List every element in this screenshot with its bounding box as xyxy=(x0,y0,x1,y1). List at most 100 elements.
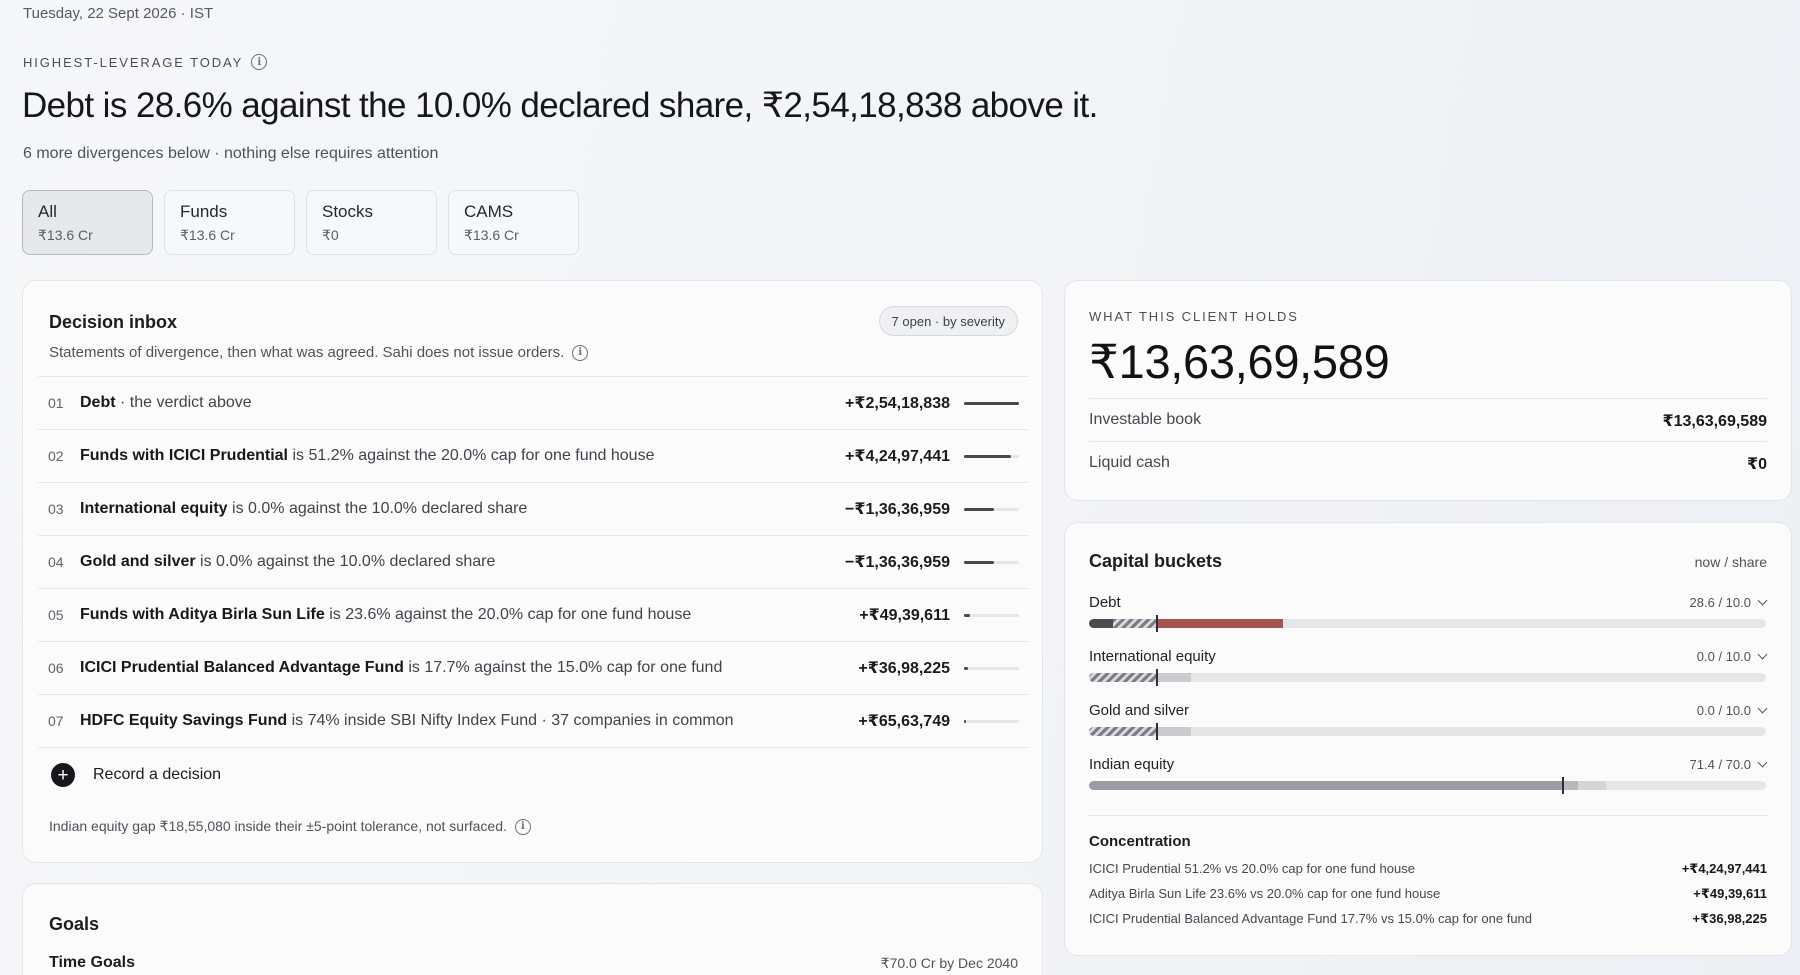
divergence-row[interactable]: 02 Funds with ICICI Prudential is 51.2% a… xyxy=(38,430,1029,483)
bucket-row[interactable]: Gold and silver 0.0 / 10.0 xyxy=(1089,702,1768,742)
filter-tab-value: ₹13.6 Cr xyxy=(464,227,519,243)
filter-tab-stocks[interactable]: Stocks ₹0 xyxy=(306,190,437,255)
bucket-bar xyxy=(1089,673,1766,682)
investable-book-row: Investable book ₹13,63,69,589 xyxy=(1089,398,1767,431)
bucket-bar-segment xyxy=(1113,619,1157,628)
footnote-text: Indian equity gap ₹18,55,080 inside thei… xyxy=(49,818,507,834)
bucket-row[interactable]: Debt 28.6 / 10.0 xyxy=(1089,594,1768,634)
bucket-ratio: 71.4 / 70.0 xyxy=(1689,757,1768,772)
divergence-row[interactable]: 06 ICICI Prudential Balanced Advantage Fu… xyxy=(38,642,1029,695)
row-subject: Gold and silver xyxy=(80,553,196,570)
eyebrow-label: HIGHEST-LEVERAGE TODAY i xyxy=(23,54,268,70)
row-subject: International equity xyxy=(80,500,228,517)
bucket-bar-segment xyxy=(1562,781,1579,790)
row-number: 04 xyxy=(48,554,64,570)
concentration-label: ICICI Prudential Balanced Advantage Fund… xyxy=(1089,911,1533,926)
chevron-down-icon[interactable] xyxy=(1757,649,1768,660)
bucket-row[interactable]: International equity 0.0 / 10.0 xyxy=(1089,648,1768,688)
inbox-subtitle-text: Statements of divergence, then what was … xyxy=(49,344,565,361)
severity-bar xyxy=(964,613,1019,617)
filter-tab-label: Funds xyxy=(180,202,228,221)
severity-bar xyxy=(964,401,1019,405)
bucket-ratio: 0.0 / 10.0 xyxy=(1697,703,1768,718)
row-subject: Debt xyxy=(80,394,116,411)
severity-bar-fill xyxy=(964,666,969,670)
holdings-eyebrow: WHAT THIS CLIENT HOLDS xyxy=(1089,309,1299,324)
info-icon[interactable]: i xyxy=(251,54,268,70)
severity-bar-fill xyxy=(964,560,995,564)
buckets-title: Capital buckets xyxy=(1089,551,1223,571)
row-detail: is 23.6% against the 20.0% cap for one f… xyxy=(324,606,692,623)
chevron-down-icon[interactable] xyxy=(1757,757,1768,768)
row-number: 03 xyxy=(48,501,64,517)
row-subject: Funds with Aditya Birla Sun Life xyxy=(80,606,325,623)
bucket-bar-segment xyxy=(1089,781,1563,790)
divergence-list: 01 Debt · the verdict above +₹2,54,18,838 0… xyxy=(38,376,1029,748)
bucket-ratio-text: 71.4 / 70.0 xyxy=(1689,757,1751,772)
filter-tab-label: All xyxy=(38,202,57,221)
bucket-bar-segment xyxy=(1089,727,1157,736)
page-headline: Debt is 28.6% against the 10.0% declared… xyxy=(22,86,1098,125)
bucket-bar-segment xyxy=(1089,673,1157,682)
row-amount: +₹65,63,749 xyxy=(858,713,950,730)
bucket-bar-segment xyxy=(1156,727,1191,736)
liquid-cash-row: Liquid cash ₹0 xyxy=(1089,441,1767,474)
severity-bar-fill xyxy=(964,719,966,723)
row-detail: is 51.2% against the 20.0% cap for one f… xyxy=(288,447,655,464)
chevron-down-icon[interactable] xyxy=(1757,703,1768,714)
time-goals-label[interactable]: Time Goals xyxy=(49,954,135,971)
bucket-ratio-text: 28.6 / 10.0 xyxy=(1689,595,1751,610)
investable-book-value: ₹13,63,69,589 xyxy=(1662,413,1767,430)
divergence-row[interactable]: 01 Debt · the verdict above +₹2,54,18,838 xyxy=(38,377,1029,430)
plus-icon: + xyxy=(51,763,75,787)
bucket-name: Gold and silver xyxy=(1089,702,1190,719)
bucket-name: Debt xyxy=(1089,594,1121,611)
row-subject: ICICI Prudential Balanced Advantage Fund xyxy=(80,659,404,676)
declared-share-marker xyxy=(1155,669,1158,686)
row-number: 07 xyxy=(48,713,64,729)
info-icon[interactable]: i xyxy=(572,344,589,361)
severity-bar-fill xyxy=(964,613,970,617)
severity-bar-fill xyxy=(964,401,1019,405)
filter-tab-all[interactable]: All ₹13.6 Cr xyxy=(22,190,153,255)
record-decision-button[interactable]: + Record a decision xyxy=(51,763,221,787)
filter-tab-value: ₹0 xyxy=(322,227,339,243)
concentration-row: ICICI Prudential 51.2% vs 20.0% cap for … xyxy=(1089,861,1767,877)
row-number: 06 xyxy=(48,660,64,676)
bucket-ratio-text: 0.0 / 10.0 xyxy=(1696,649,1751,664)
record-decision-label: Record a decision xyxy=(93,766,222,783)
row-amount: −₹1,36,36,959 xyxy=(845,501,950,518)
holdings-card: WHAT THIS CLIENT HOLDS ₹13,63,69,589 Inv… xyxy=(1064,280,1792,501)
severity-bar xyxy=(964,719,1019,723)
bucket-bar-segment xyxy=(1578,781,1607,790)
filter-tabs: All ₹13.6 Cr Funds ₹13.6 Cr Stocks ₹0 CA… xyxy=(22,190,579,255)
inbox-title: Decision inbox xyxy=(49,312,178,332)
eyebrow-text: HIGHEST-LEVERAGE TODAY xyxy=(23,54,244,70)
severity-bar xyxy=(964,560,1019,564)
divergence-row[interactable]: 04 Gold and silver is 0.0% against the 10… xyxy=(38,536,1029,589)
filter-tab-cams[interactable]: CAMS ₹13.6 Cr xyxy=(448,190,579,255)
bucket-name: International equity xyxy=(1089,648,1216,665)
divergence-row[interactable]: 07 HDFC Equity Savings Fund is 74% inside… xyxy=(38,695,1029,748)
date-label: Tuesday, 22 Sept 2026 · IST xyxy=(23,5,214,22)
row-detail: is 17.7% against the 15.0% cap for one f… xyxy=(403,659,723,676)
declared-share-marker xyxy=(1155,723,1158,740)
holdings-total: ₹13,63,69,589 xyxy=(1089,335,1390,388)
bucket-row[interactable]: Indian equity 71.4 / 70.0 xyxy=(1089,756,1768,796)
severity-bar-fill xyxy=(964,507,995,511)
filter-tab-label: CAMS xyxy=(464,202,514,221)
bucket-ratio: 28.6 / 10.0 xyxy=(1689,595,1768,610)
declared-share-marker xyxy=(1561,777,1564,794)
row-statement: Debt · the verdict above xyxy=(80,394,800,412)
info-icon[interactable]: i xyxy=(514,818,531,835)
concentration-label: ICICI Prudential 51.2% vs 20.0% cap for … xyxy=(1089,861,1415,876)
divergence-row[interactable]: 03 International equity is 0.0% against t… xyxy=(38,483,1029,536)
chevron-down-icon[interactable] xyxy=(1757,595,1768,606)
divergence-row[interactable]: 05 Funds with Aditya Birla Sun Life is 23… xyxy=(38,589,1029,642)
concentration-row: ICICI Prudential Balanced Advantage Fund… xyxy=(1089,911,1767,927)
row-detail: is 0.0% against the 10.0% declared share xyxy=(227,500,528,517)
filter-tab-funds[interactable]: Funds ₹13.6 Cr xyxy=(164,190,295,255)
row-amount: +₹2,54,18,838 xyxy=(845,395,950,412)
row-amount: +₹49,39,611 xyxy=(859,607,950,624)
row-subject: Funds with ICICI Prudential xyxy=(80,447,288,464)
